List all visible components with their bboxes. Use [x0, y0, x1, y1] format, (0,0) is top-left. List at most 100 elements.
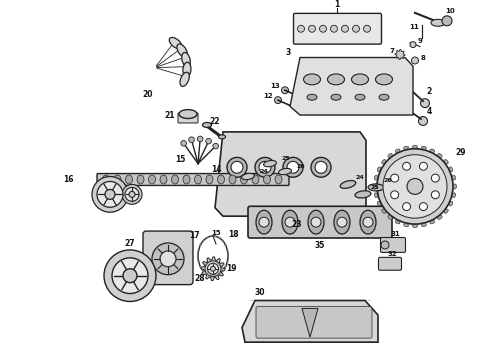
Ellipse shape — [388, 216, 392, 219]
Ellipse shape — [242, 174, 254, 180]
Ellipse shape — [210, 235, 212, 237]
Text: 31: 31 — [390, 231, 400, 237]
Ellipse shape — [198, 260, 199, 263]
Circle shape — [197, 136, 203, 142]
Ellipse shape — [198, 249, 199, 252]
Circle shape — [407, 179, 423, 194]
Text: 27: 27 — [124, 239, 135, 248]
Circle shape — [122, 184, 142, 204]
Text: 30: 30 — [255, 288, 265, 297]
Ellipse shape — [331, 94, 341, 100]
Ellipse shape — [169, 37, 182, 49]
Text: 1: 1 — [334, 0, 340, 9]
Ellipse shape — [360, 210, 376, 234]
Circle shape — [420, 99, 430, 108]
Ellipse shape — [413, 225, 417, 228]
Text: 22: 22 — [210, 117, 220, 126]
Circle shape — [352, 25, 360, 32]
FancyBboxPatch shape — [143, 231, 193, 285]
Ellipse shape — [379, 94, 389, 100]
Ellipse shape — [444, 209, 448, 213]
Ellipse shape — [373, 184, 376, 189]
Text: 7: 7 — [390, 48, 394, 54]
Ellipse shape — [226, 249, 228, 252]
Circle shape — [274, 97, 281, 104]
Circle shape — [319, 25, 326, 32]
Text: 24: 24 — [356, 175, 365, 180]
Ellipse shape — [377, 167, 381, 172]
Ellipse shape — [227, 255, 229, 257]
Ellipse shape — [307, 94, 317, 100]
Ellipse shape — [179, 109, 197, 118]
Circle shape — [391, 191, 399, 199]
Circle shape — [410, 42, 416, 48]
Circle shape — [105, 189, 115, 199]
Ellipse shape — [218, 273, 220, 275]
Ellipse shape — [311, 157, 331, 177]
Ellipse shape — [430, 149, 435, 152]
Text: 26: 26 — [296, 164, 305, 169]
Circle shape — [377, 149, 453, 224]
Ellipse shape — [452, 193, 456, 198]
Circle shape — [285, 217, 295, 227]
Ellipse shape — [375, 74, 392, 85]
Ellipse shape — [222, 240, 224, 242]
Ellipse shape — [431, 19, 445, 26]
Text: 24: 24 — [260, 169, 269, 174]
Ellipse shape — [355, 191, 371, 198]
Ellipse shape — [199, 265, 201, 268]
Text: 25: 25 — [282, 156, 291, 161]
Ellipse shape — [199, 244, 201, 246]
Text: 15: 15 — [211, 230, 221, 236]
Ellipse shape — [421, 146, 426, 149]
FancyBboxPatch shape — [294, 13, 382, 44]
Text: 13: 13 — [270, 83, 280, 89]
Text: 28: 28 — [195, 274, 205, 283]
Ellipse shape — [210, 275, 212, 276]
Circle shape — [129, 192, 135, 197]
Text: 17: 17 — [189, 230, 199, 239]
Ellipse shape — [327, 74, 344, 85]
Text: 3: 3 — [285, 48, 291, 57]
Text: 14: 14 — [211, 165, 221, 174]
Ellipse shape — [449, 167, 453, 172]
Circle shape — [419, 203, 427, 211]
Circle shape — [259, 161, 271, 173]
Ellipse shape — [334, 210, 350, 234]
Ellipse shape — [404, 146, 409, 149]
Ellipse shape — [182, 53, 190, 67]
Ellipse shape — [382, 159, 386, 164]
Ellipse shape — [183, 175, 190, 184]
Circle shape — [205, 261, 221, 277]
FancyBboxPatch shape — [97, 174, 289, 185]
Ellipse shape — [197, 255, 199, 257]
Ellipse shape — [160, 175, 167, 184]
Text: 29: 29 — [456, 148, 466, 157]
Polygon shape — [215, 132, 366, 216]
Circle shape — [337, 217, 347, 227]
Ellipse shape — [114, 175, 121, 184]
Text: 25: 25 — [370, 185, 379, 190]
Ellipse shape — [382, 209, 386, 213]
Circle shape — [97, 181, 123, 207]
Ellipse shape — [206, 175, 213, 184]
Text: 16: 16 — [63, 175, 73, 184]
FancyBboxPatch shape — [256, 306, 372, 338]
Ellipse shape — [241, 175, 247, 184]
Ellipse shape — [404, 224, 409, 227]
FancyBboxPatch shape — [178, 113, 198, 123]
Polygon shape — [302, 309, 318, 337]
Ellipse shape — [283, 157, 303, 177]
Ellipse shape — [452, 175, 456, 180]
Circle shape — [123, 269, 137, 283]
Circle shape — [104, 250, 156, 301]
Text: 35: 35 — [315, 242, 325, 251]
Circle shape — [297, 25, 304, 32]
Circle shape — [383, 155, 447, 218]
Ellipse shape — [308, 210, 324, 234]
Text: 20: 20 — [143, 90, 153, 99]
Ellipse shape — [264, 161, 276, 167]
Text: 11: 11 — [409, 24, 419, 30]
Circle shape — [152, 243, 184, 275]
Text: 32: 32 — [387, 251, 397, 257]
